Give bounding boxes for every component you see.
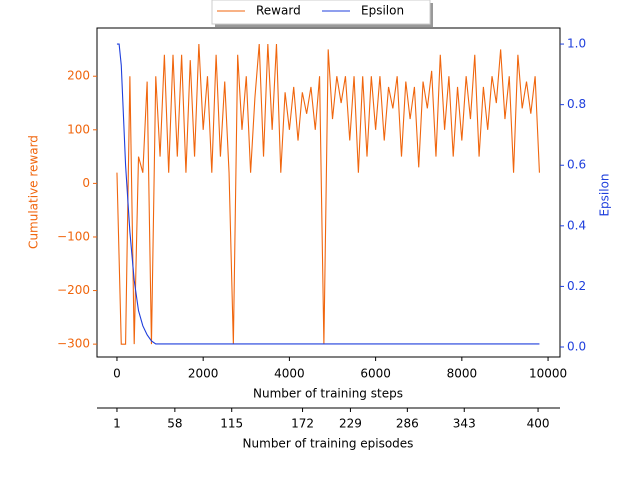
x2-tick-label: 58 [167, 417, 182, 431]
x2-tick-label: 172 [291, 417, 314, 431]
y-tick-label: −100 [57, 229, 90, 243]
series-line [116, 43, 540, 345]
x-axis-label: Number of training steps [253, 387, 403, 401]
legend-label: Reward [256, 4, 301, 18]
x-tick-label: 10000 [529, 367, 567, 381]
x-tick-label: 2000 [188, 367, 219, 381]
y2-axis-label: Epsilon [598, 173, 612, 216]
y2-tick-label: 0.0 [567, 340, 586, 354]
x2-tick-label: 343 [453, 417, 476, 431]
x-tick-label: 0 [113, 367, 121, 381]
y2-tick-label: 0.2 [567, 279, 586, 293]
y2-tick-label: 0.6 [567, 158, 586, 172]
y-tick-label: −200 [57, 283, 90, 297]
legend-box [211, 0, 431, 25]
plot-frame [96, 27, 561, 358]
series-line [116, 44, 540, 345]
x-tick-label: 4000 [274, 367, 305, 381]
x-tick-label: 6000 [360, 367, 391, 381]
x-tick-label: 8000 [447, 367, 478, 381]
legend-label: Epsilon [361, 4, 404, 18]
x2-tick-label: 229 [339, 417, 362, 431]
x2-tick-label: 1 [113, 417, 121, 431]
y-tick-label: 0 [82, 176, 90, 190]
x2-tick-label: 400 [527, 417, 550, 431]
y2-tick-label: 1.0 [567, 37, 586, 51]
x2-tick-label: 286 [396, 417, 419, 431]
y-tick-label: 200 [67, 69, 90, 83]
y2-tick-label: 0.8 [567, 97, 586, 111]
y-axis-label: Cumulative reward [27, 135, 41, 249]
y-tick-label: −300 [57, 337, 90, 351]
y-tick-label: 100 [67, 122, 90, 136]
x2-axis-label: Number of training episodes [243, 437, 414, 451]
y2-tick-label: 0.4 [567, 218, 586, 232]
x2-tick-label: 115 [220, 417, 243, 431]
